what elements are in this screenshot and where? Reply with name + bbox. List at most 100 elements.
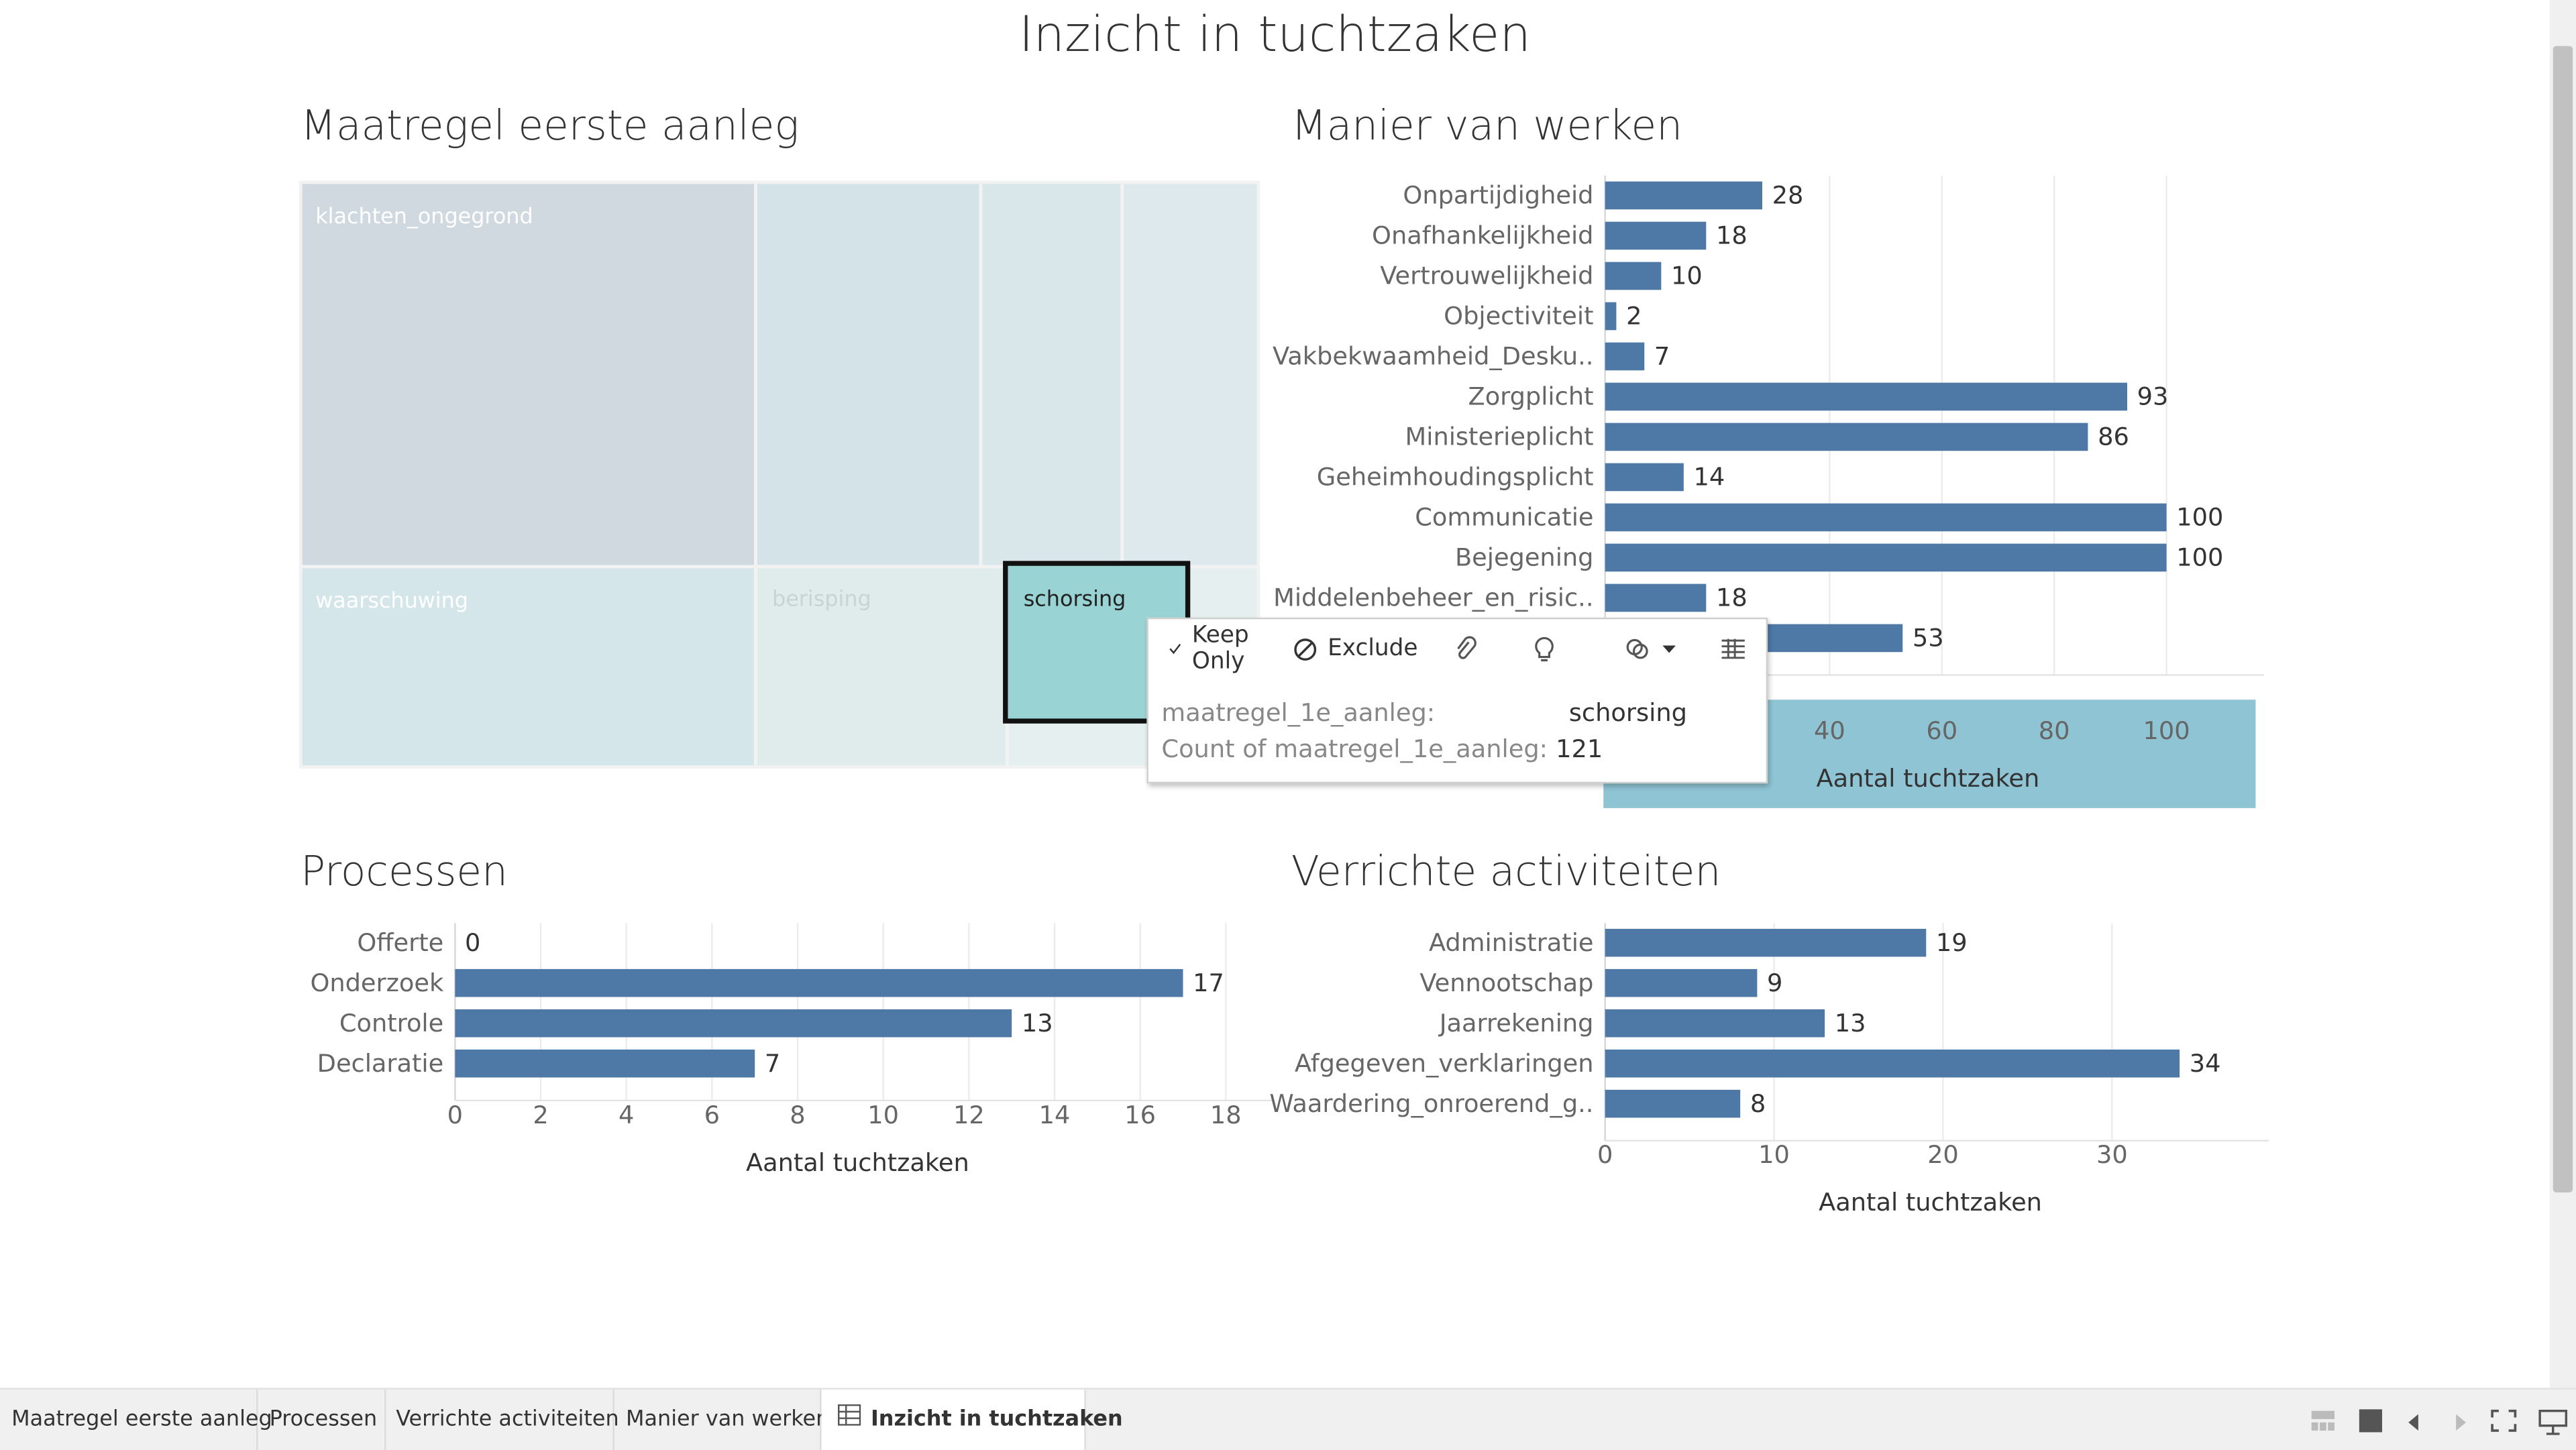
previous-sheet-icon[interactable]: [2407, 1414, 2423, 1431]
tab-manier-van-werken[interactable]: Manier van werken: [614, 1389, 829, 1450]
tab-label: Processen: [269, 1407, 378, 1433]
x-axis-label: Aantal tuchtzaken: [1816, 764, 2039, 793]
presentation-mode-icon[interactable]: [2538, 1409, 2568, 1435]
bar[interactable]: [1605, 423, 2088, 451]
value-label: 13: [1835, 1009, 1866, 1038]
manier-van-werken-title: Manier van werken: [1291, 101, 1683, 150]
exclude-label: Exclude: [1328, 635, 1418, 662]
bar[interactable]: [1605, 968, 1758, 997]
bar[interactable]: [1605, 342, 1645, 371]
treemap-cell-small-3[interactable]: [1120, 180, 1260, 569]
vertical-scrollbar[interactable]: [2549, 0, 2576, 1388]
bar[interactable]: [1605, 221, 1707, 250]
create-set-button[interactable]: [1615, 626, 1697, 672]
treemap-cell-small-2[interactable]: [979, 180, 1124, 569]
category-label: Jaarrekening: [1438, 1009, 1594, 1038]
treemap-label-klachten-ongegrond: klachten_ongegrond: [315, 203, 533, 229]
tooltip-count-value: 121: [1556, 734, 1603, 764]
treemap-label-berisping: berisping: [772, 586, 871, 612]
category-label: Offerte: [357, 928, 443, 957]
bar[interactable]: [1605, 1089, 1741, 1118]
value-label: 0: [465, 928, 480, 957]
bar[interactable]: [1605, 262, 1662, 290]
value-label: 17: [1193, 968, 1224, 997]
bar[interactable]: [1605, 1049, 2180, 1078]
category-label: Vennootschap: [1419, 968, 1593, 997]
value-label: 7: [765, 1049, 780, 1078]
category-label: Geheimhoudingsplicht: [1317, 463, 1594, 492]
tab-verrichte-activiteiten[interactable]: Verrichte activiteiten: [386, 1389, 619, 1450]
treemap-cell-klachten-ongegrond[interactable]: [299, 180, 757, 569]
value-label: 86: [2098, 423, 2129, 451]
category-label: Administratie: [1429, 928, 1594, 957]
dashboard-title: Inzicht in tuchtzaken: [1018, 6, 1531, 64]
tooltip-toolbar: Keep Only Exclude: [1148, 619, 1766, 678]
dashboard-icon: [821, 1390, 861, 1450]
bar[interactable]: [455, 1049, 755, 1078]
tab-inzicht-in-tuchtzaken[interactable]: Inzicht in tuchtzaken: [821, 1389, 1123, 1450]
category-label: Waardering_onroerend_g..: [1269, 1089, 1593, 1118]
treemap-cell-small-1[interactable]: [754, 180, 983, 569]
bar[interactable]: [1605, 503, 2167, 532]
exclude-button[interactable]: Exclude: [1283, 626, 1428, 672]
check-icon: [1169, 643, 1181, 655]
category-label: Declaratie: [317, 1049, 444, 1078]
treemap-cell-berisping[interactable]: [754, 565, 1009, 769]
category-label: Objectiviteit: [1444, 302, 1593, 331]
bar[interactable]: [1605, 382, 2127, 411]
treemap: klachten_ongegrond waarschuwing berispin…: [299, 180, 1260, 769]
next-sheet-icon[interactable]: [2451, 1414, 2467, 1431]
tick-label: 40: [1814, 716, 1845, 745]
scrollbar-thumb[interactable]: [2553, 46, 2573, 1192]
treemap-label-waarschuwing: waarschuwing: [315, 588, 468, 613]
value-label: 28: [1772, 181, 1804, 210]
explain-data-button[interactable]: [1523, 626, 1575, 672]
tab-maatregel-eerste-aanleg[interactable]: Maatregel eerste aanleg: [0, 1389, 272, 1450]
category-label: Onderzoek: [310, 968, 443, 997]
processen-chart: Offerte 0 Onderzoek 17 Controle 13 Declaratie 7…: [310, 923, 1273, 1177]
bar[interactable]: [1605, 1009, 1825, 1038]
tick-label: 30: [2096, 1140, 2128, 1169]
treemap-cell-waarschuwing[interactable]: [299, 565, 757, 769]
verrichte-activiteiten-title: Verrichte activiteiten: [1291, 847, 1721, 895]
tick-label: 16: [1124, 1101, 1156, 1129]
show-filmstrip-icon[interactable]: [2310, 1409, 2336, 1432]
show-tabs-icon[interactable]: [2359, 1409, 2383, 1433]
treemap-title: Maatregel eerste aanleg: [301, 101, 800, 150]
view-data-button[interactable]: [1710, 626, 1766, 672]
group-members-button[interactable]: [1444, 626, 1497, 672]
tab-processen[interactable]: Processen: [258, 1389, 386, 1450]
tick-label: 0: [1597, 1140, 1613, 1169]
bar[interactable]: [1605, 928, 1927, 957]
category-label: Bejegening: [1455, 543, 1594, 572]
value-label: 14: [1694, 463, 1725, 492]
category-label: Communicatie: [1415, 503, 1593, 532]
bar[interactable]: [1605, 302, 1617, 331]
tick-label: 10: [1758, 1140, 1790, 1169]
set-icon: [1626, 638, 1648, 659]
keep-only-button[interactable]: Keep Only: [1159, 622, 1274, 675]
tick-label: 10: [867, 1101, 899, 1129]
bar[interactable]: [1605, 181, 1762, 210]
value-label: 18: [1716, 583, 1748, 612]
value-label: 13: [1022, 1009, 1053, 1038]
bar[interactable]: [455, 1009, 1012, 1038]
bar[interactable]: [455, 968, 1183, 997]
bar[interactable]: [1605, 543, 2167, 572]
value-label: 10: [1671, 262, 1703, 290]
value-label: 7: [1654, 342, 1670, 371]
value-label: 19: [1936, 928, 1968, 957]
tab-label: Manier van werken: [626, 1407, 830, 1433]
value-label: 93: [2137, 382, 2169, 411]
fullscreen-icon[interactable]: [2491, 1409, 2517, 1432]
tooltip-count-label: Count of maatregel_1e_aanleg:: [1161, 734, 1548, 764]
category-label: Vertrouwelijkheid: [1380, 262, 1593, 290]
tooltip-field-row: maatregel_1e_aanleg: schorsing: [1161, 698, 1687, 728]
bar[interactable]: [1605, 583, 1707, 612]
bar[interactable]: [1605, 463, 1684, 492]
verrichte-activiteiten-chart: Administratie 19 Vennootschap 9 Jaarrekening…: [1269, 923, 2269, 1217]
tick-label: 80: [2039, 716, 2070, 745]
tooltip: Keep Only Exclude: [1146, 617, 1768, 784]
category-label: Controle: [339, 1009, 443, 1038]
